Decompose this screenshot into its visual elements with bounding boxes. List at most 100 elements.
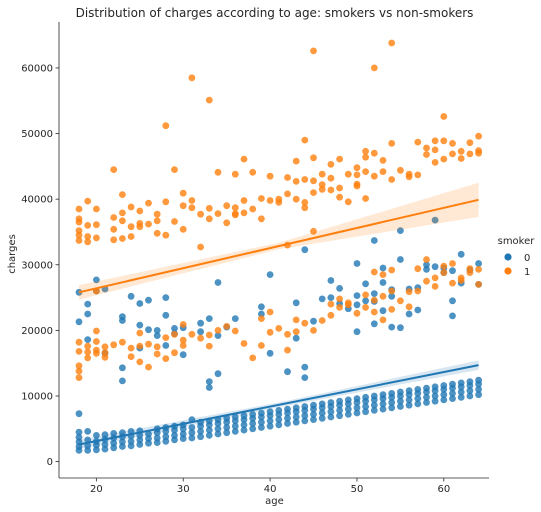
data-point — [379, 157, 387, 164]
data-point — [75, 428, 83, 436]
data-point — [301, 199, 309, 206]
data-point — [449, 390, 456, 397]
data-point — [449, 279, 456, 287]
x-axis-label: age — [265, 496, 284, 507]
data-point — [388, 323, 396, 331]
data-point — [284, 414, 291, 422]
data-point — [145, 296, 152, 304]
data-point — [84, 197, 92, 205]
data-point — [127, 203, 135, 211]
data-point — [405, 288, 413, 296]
data-point — [388, 399, 396, 406]
y-tick-label: 60000 — [21, 63, 53, 74]
data-point — [214, 210, 222, 218]
data-point — [449, 380, 456, 388]
data-point — [162, 311, 170, 319]
data-point — [266, 408, 274, 416]
data-point — [179, 225, 187, 233]
data-point — [214, 168, 222, 176]
data-point — [119, 217, 126, 225]
data-point — [93, 276, 100, 284]
data-point — [344, 299, 352, 307]
data-point — [327, 161, 335, 168]
data-point — [388, 266, 396, 274]
data-point — [249, 420, 257, 427]
data-point — [179, 321, 187, 328]
data-point — [344, 170, 352, 178]
data-point — [397, 256, 404, 263]
chart-title: Distribution of charges according to age… — [76, 6, 474, 20]
data-point — [136, 220, 144, 227]
data-point — [231, 204, 239, 212]
data-point — [388, 176, 396, 183]
data-point — [353, 328, 361, 336]
data-point — [449, 150, 456, 158]
data-point — [336, 295, 343, 303]
data-point — [84, 300, 92, 308]
data-point — [153, 434, 161, 442]
data-point — [414, 395, 422, 402]
data-point — [240, 340, 248, 347]
data-point — [466, 378, 474, 385]
data-point — [84, 222, 92, 229]
data-point — [75, 338, 83, 346]
data-point — [75, 318, 83, 326]
data-point — [353, 395, 361, 402]
data-point — [179, 336, 187, 344]
data-point — [327, 186, 335, 194]
regression-line-1 — [78, 198, 479, 294]
data-point — [145, 326, 152, 334]
data-point — [362, 304, 369, 311]
data-point — [240, 426, 248, 434]
data-point — [93, 221, 100, 229]
data-point — [110, 225, 118, 233]
data-point — [205, 331, 213, 339]
data-point — [397, 166, 404, 174]
data-point — [119, 364, 126, 372]
y-axis: 0 10000 20000 30000 40000 50000 60000 — [21, 22, 60, 478]
data-point — [440, 382, 448, 389]
data-point — [249, 168, 257, 176]
data-point — [388, 390, 396, 397]
data-point — [457, 155, 465, 162]
data-point — [292, 157, 300, 165]
data-point — [362, 168, 369, 176]
data-point — [423, 256, 430, 263]
data-point — [310, 416, 317, 423]
data-point — [266, 422, 274, 430]
data-point — [119, 235, 126, 242]
data-point — [353, 171, 361, 179]
data-point — [205, 384, 213, 391]
data-point — [127, 233, 135, 240]
data-point — [284, 190, 291, 198]
data-point — [457, 274, 465, 282]
data-point — [362, 291, 369, 299]
data-point — [75, 237, 83, 244]
y-axis-label: charges — [7, 234, 18, 274]
data-point — [440, 396, 448, 404]
data-point — [205, 204, 213, 212]
data-point — [449, 260, 456, 267]
data-point — [449, 395, 456, 402]
data-point — [431, 397, 439, 405]
x-tick-label: 20 — [90, 484, 103, 495]
data-point — [475, 266, 482, 273]
data-point — [258, 342, 265, 349]
data-point — [405, 303, 413, 311]
data-point — [327, 294, 335, 301]
data-point — [397, 324, 404, 332]
data-point — [423, 144, 430, 152]
data-point — [370, 320, 378, 328]
data-point — [231, 327, 239, 335]
data-point — [336, 304, 343, 311]
data-point — [310, 189, 317, 197]
data-point — [318, 295, 326, 303]
data-point — [327, 300, 335, 308]
data-point — [292, 316, 300, 324]
data-point — [431, 383, 439, 391]
data-point — [414, 287, 422, 295]
data-point — [162, 433, 170, 441]
data-point — [431, 216, 439, 224]
data-point — [75, 215, 83, 223]
